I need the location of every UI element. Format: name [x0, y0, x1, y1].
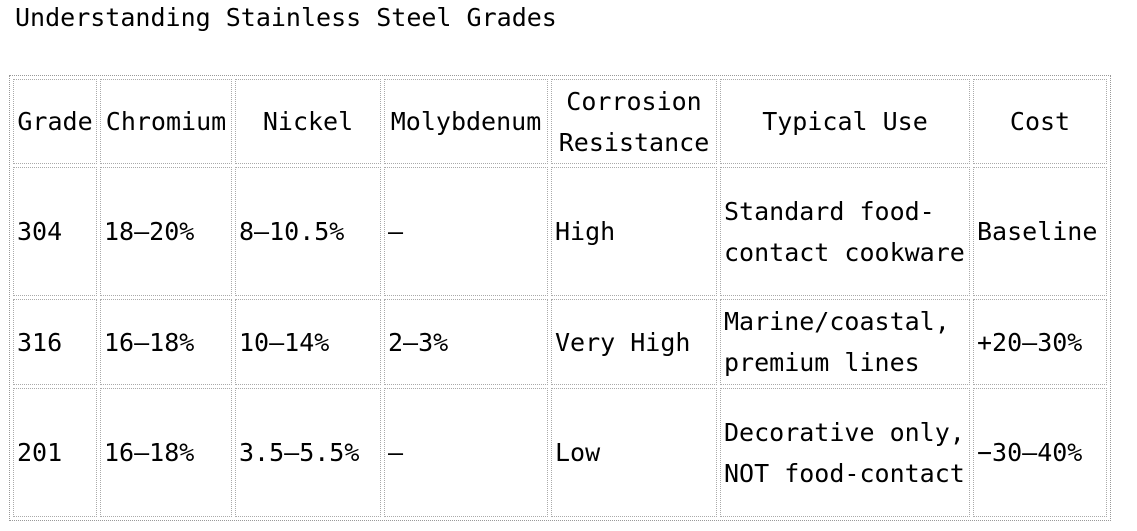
- table-cell: High: [551, 167, 717, 296]
- grades-table: Grade Chromium Nickel Molybdenum Corrosion R…: [9, 75, 1111, 521]
- table-row: 304 18–20% 8–10.5% — High Standard food-conta…: [13, 167, 1107, 296]
- header-row: Grade Chromium Nickel Molybdenum Corrosion R…: [13, 79, 1107, 164]
- table-cell: Baseline: [973, 167, 1107, 296]
- table-cell: 8–10.5%: [235, 167, 381, 296]
- table-body: 304 18–20% 8–10.5% — High Standard food-conta…: [13, 167, 1107, 517]
- table-cell: Marine/coastal, premium lines: [720, 299, 970, 385]
- table-cell: 304: [13, 167, 97, 296]
- table-cell: 316: [13, 299, 97, 385]
- column-header: Corrosion Resistance: [551, 79, 717, 164]
- table-cell: 10–14%: [235, 299, 381, 385]
- column-header: Typical Use: [720, 79, 970, 164]
- column-header: Molybdenum: [384, 79, 548, 164]
- table-row: 316 16–18% 10–14% 2–3% Very High Marine/coast…: [13, 299, 1107, 385]
- table-cell: —: [384, 167, 548, 296]
- page-title: Understanding Stainless Steel Grades: [15, 3, 557, 32]
- table-cell: +20–30%: [973, 299, 1107, 385]
- table-cell: Low: [551, 388, 717, 517]
- table-cell: Decorative only, NOT food-contact: [720, 388, 970, 517]
- column-header: Cost: [973, 79, 1107, 164]
- column-header: Nickel: [235, 79, 381, 164]
- column-header: Grade: [13, 79, 97, 164]
- table-cell: −30–40%: [973, 388, 1107, 517]
- table-cell: —: [384, 388, 548, 517]
- column-header: Chromium: [100, 79, 232, 164]
- table-cell: Very High: [551, 299, 717, 385]
- table-cell: 16–18%: [100, 299, 232, 385]
- table-cell: 18–20%: [100, 167, 232, 296]
- table-cell: 2–3%: [384, 299, 548, 385]
- table-cell: 201: [13, 388, 97, 517]
- table-cell: 3.5–5.5%: [235, 388, 381, 517]
- table-row: 201 16–18% 3.5–5.5% — Low Decorative only, NO…: [13, 388, 1107, 517]
- table-cell: Standard food-contact cookware: [720, 167, 970, 296]
- table-cell: 16–18%: [100, 388, 232, 517]
